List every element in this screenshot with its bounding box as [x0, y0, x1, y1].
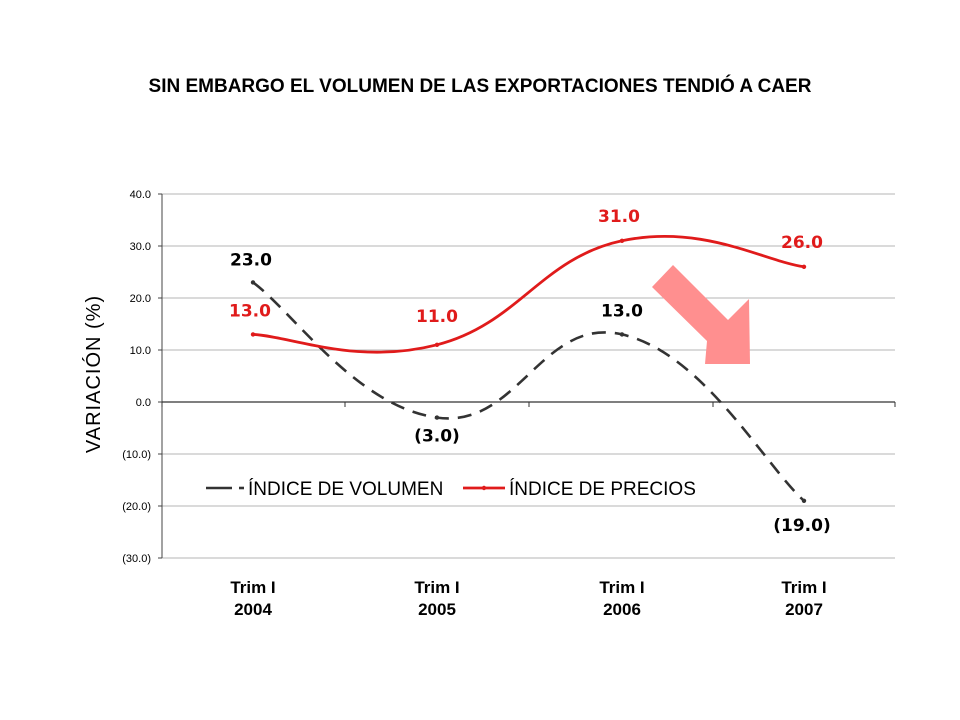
y-tick-label: (10.0)	[122, 449, 151, 461]
data-point	[619, 238, 625, 243]
data-point	[434, 415, 440, 420]
y-tick-label: 30.0	[130, 241, 151, 253]
x-tick-label: 2005	[418, 600, 456, 619]
x-tick-label: 2004	[234, 600, 272, 619]
data-label: 31.0	[598, 207, 640, 227]
legend-label: ÍNDICE DE PRECIOS	[509, 479, 696, 500]
y-tick-label: 0.0	[136, 397, 151, 409]
data-point	[250, 332, 256, 337]
y-tick-label: (30.0)	[122, 553, 151, 565]
data-label: 13.0	[601, 301, 643, 321]
x-tick-label: 2007	[785, 600, 823, 619]
x-tick-label: Trim I	[414, 578, 459, 597]
x-tick-label: Trim I	[230, 578, 275, 597]
data-label: 26.0	[781, 233, 823, 253]
legend-label: ÍNDICE DE VOLUMEN	[248, 479, 443, 500]
y-tick-label: 10.0	[130, 345, 151, 357]
y-tick-label: (20.0)	[122, 501, 151, 513]
legend: ÍNDICE DE VOLUMEN ÍNDICE DE PRECIOS	[206, 479, 696, 500]
data-point	[250, 280, 256, 285]
y-tick-label: 40.0	[130, 189, 151, 201]
series-line	[252, 281, 805, 502]
x-tick-label: Trim I	[781, 578, 826, 597]
data-label: 13.0	[229, 301, 271, 321]
data-point	[801, 264, 807, 269]
y-tick-label: 20.0	[130, 293, 151, 305]
data-label: 23.0	[230, 250, 272, 270]
x-tick-label: 2006	[603, 600, 641, 619]
annotation	[652, 265, 750, 364]
legend-marker	[481, 485, 487, 491]
data-point	[619, 332, 625, 337]
arrow-icon	[652, 265, 750, 364]
y-axis-title: VARIACIÓN (%)	[82, 295, 105, 453]
chart-title: SIN EMBARGO EL VOLUMEN DE LAS EXPORTACIO…	[148, 76, 812, 97]
data-labels: 23.0 (3.0) 13.0 (19.0) 13.0 11.0 31.0 26.0	[229, 207, 831, 536]
data-label: (19.0)	[773, 516, 830, 536]
gridlines	[162, 193, 895, 559]
series-lines	[250, 235, 807, 503]
data-label: 11.0	[416, 307, 458, 327]
series-line	[252, 235, 805, 354]
data-point	[801, 498, 807, 503]
x-tick-label: Trim I	[599, 578, 644, 597]
data-label: (3.0)	[414, 427, 460, 447]
axes: 40.0 30.0 20.0 10.0 0.0 (10.0) (20.0) (30.0) Tri…	[82, 189, 896, 619]
data-point	[434, 342, 440, 347]
